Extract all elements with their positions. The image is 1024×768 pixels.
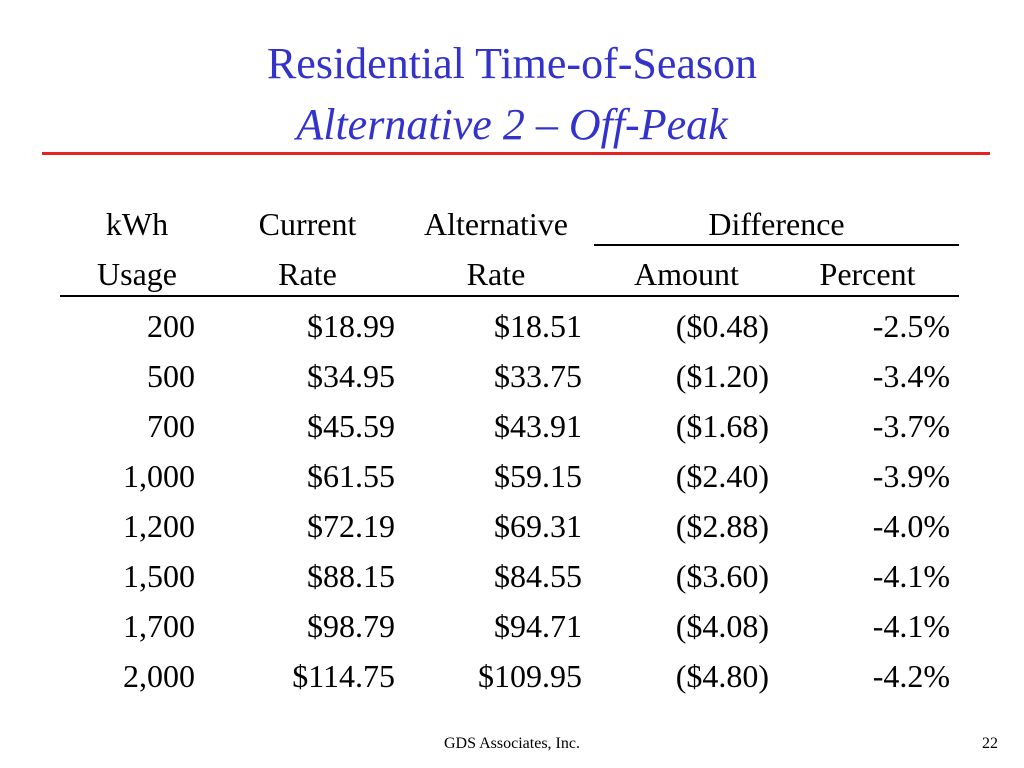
difference-underline <box>594 244 959 246</box>
current-rate-cell: $34.95 <box>307 358 395 394</box>
amount-cell: ($2.88) <box>675 508 769 544</box>
percent-cell: -3.4% <box>872 358 950 394</box>
alternative-rate-cell: $94.71 <box>494 608 582 644</box>
kwh-cell: 1,000 <box>123 458 195 494</box>
alternative-rate-cell: $109.95 <box>478 658 582 694</box>
percent-cell: -4.1% <box>872 558 950 594</box>
footer-company: GDS Associates, Inc. <box>444 735 580 752</box>
header-usage: Usage <box>97 256 177 292</box>
percent-cell: -3.7% <box>872 408 950 444</box>
kwh-cell: 200 <box>147 308 195 344</box>
title-divider <box>42 152 990 155</box>
amount-cell: ($3.60) <box>675 558 769 594</box>
alternative-rate-cell: $33.75 <box>494 358 582 394</box>
kwh-cell: 1,200 <box>123 508 195 544</box>
current-rate-cell: $114.75 <box>292 658 395 694</box>
alternative-rate-cell: $43.91 <box>494 408 582 444</box>
header-underline <box>60 295 959 297</box>
current-rate-cell: $61.55 <box>307 458 395 494</box>
current-rate-cell: $18.99 <box>307 308 395 344</box>
current-rate-cell: $98.79 <box>307 608 395 644</box>
percent-cell: -2.5% <box>872 308 950 344</box>
percent-cell: -4.0% <box>872 508 950 544</box>
amount-cell: ($4.80) <box>675 658 769 694</box>
slide-title: Residential Time-of-Season <box>266 39 758 88</box>
current-rate-cell: $45.59 <box>307 408 395 444</box>
amount-cell: ($2.40) <box>675 458 769 494</box>
slide-subtitle: Alternative 2 – Off-Peak <box>296 100 728 149</box>
amount-cell: ($4.08) <box>675 608 769 644</box>
header-current: Current <box>258 206 357 242</box>
alternative-rate-cell: $18.51 <box>494 308 582 344</box>
kwh-cell: 1,700 <box>123 608 195 644</box>
header-current-rate: Rate <box>278 256 337 292</box>
header-alternative: Alternative <box>424 206 568 242</box>
kwh-cell: 500 <box>147 358 195 394</box>
kwh-cell: 2,000 <box>123 658 195 694</box>
kwh-cell: 1,500 <box>123 558 195 594</box>
percent-cell: -4.2% <box>872 658 950 694</box>
header-percent: Percent <box>819 256 916 292</box>
amount-cell: ($1.20) <box>675 358 769 394</box>
header-alternative-rate: Rate <box>466 256 526 292</box>
alternative-rate-cell: $69.31 <box>494 508 582 544</box>
current-rate-cell: $72.19 <box>307 508 395 544</box>
alternative-rate-cell: $59.15 <box>494 458 582 494</box>
header-difference: Difference <box>708 206 845 242</box>
amount-cell: ($1.68) <box>675 408 769 444</box>
header-kwh: kWh <box>105 206 169 242</box>
amount-cell: ($0.48) <box>675 308 769 344</box>
current-rate-cell: $88.15 <box>307 558 395 594</box>
percent-cell: -4.1% <box>872 608 950 644</box>
page-number: 22 <box>982 735 998 752</box>
kwh-cell: 700 <box>147 408 195 444</box>
header-amount: Amount <box>634 256 739 292</box>
alternative-rate-cell: $84.55 <box>494 558 582 594</box>
percent-cell: -3.9% <box>872 458 950 494</box>
